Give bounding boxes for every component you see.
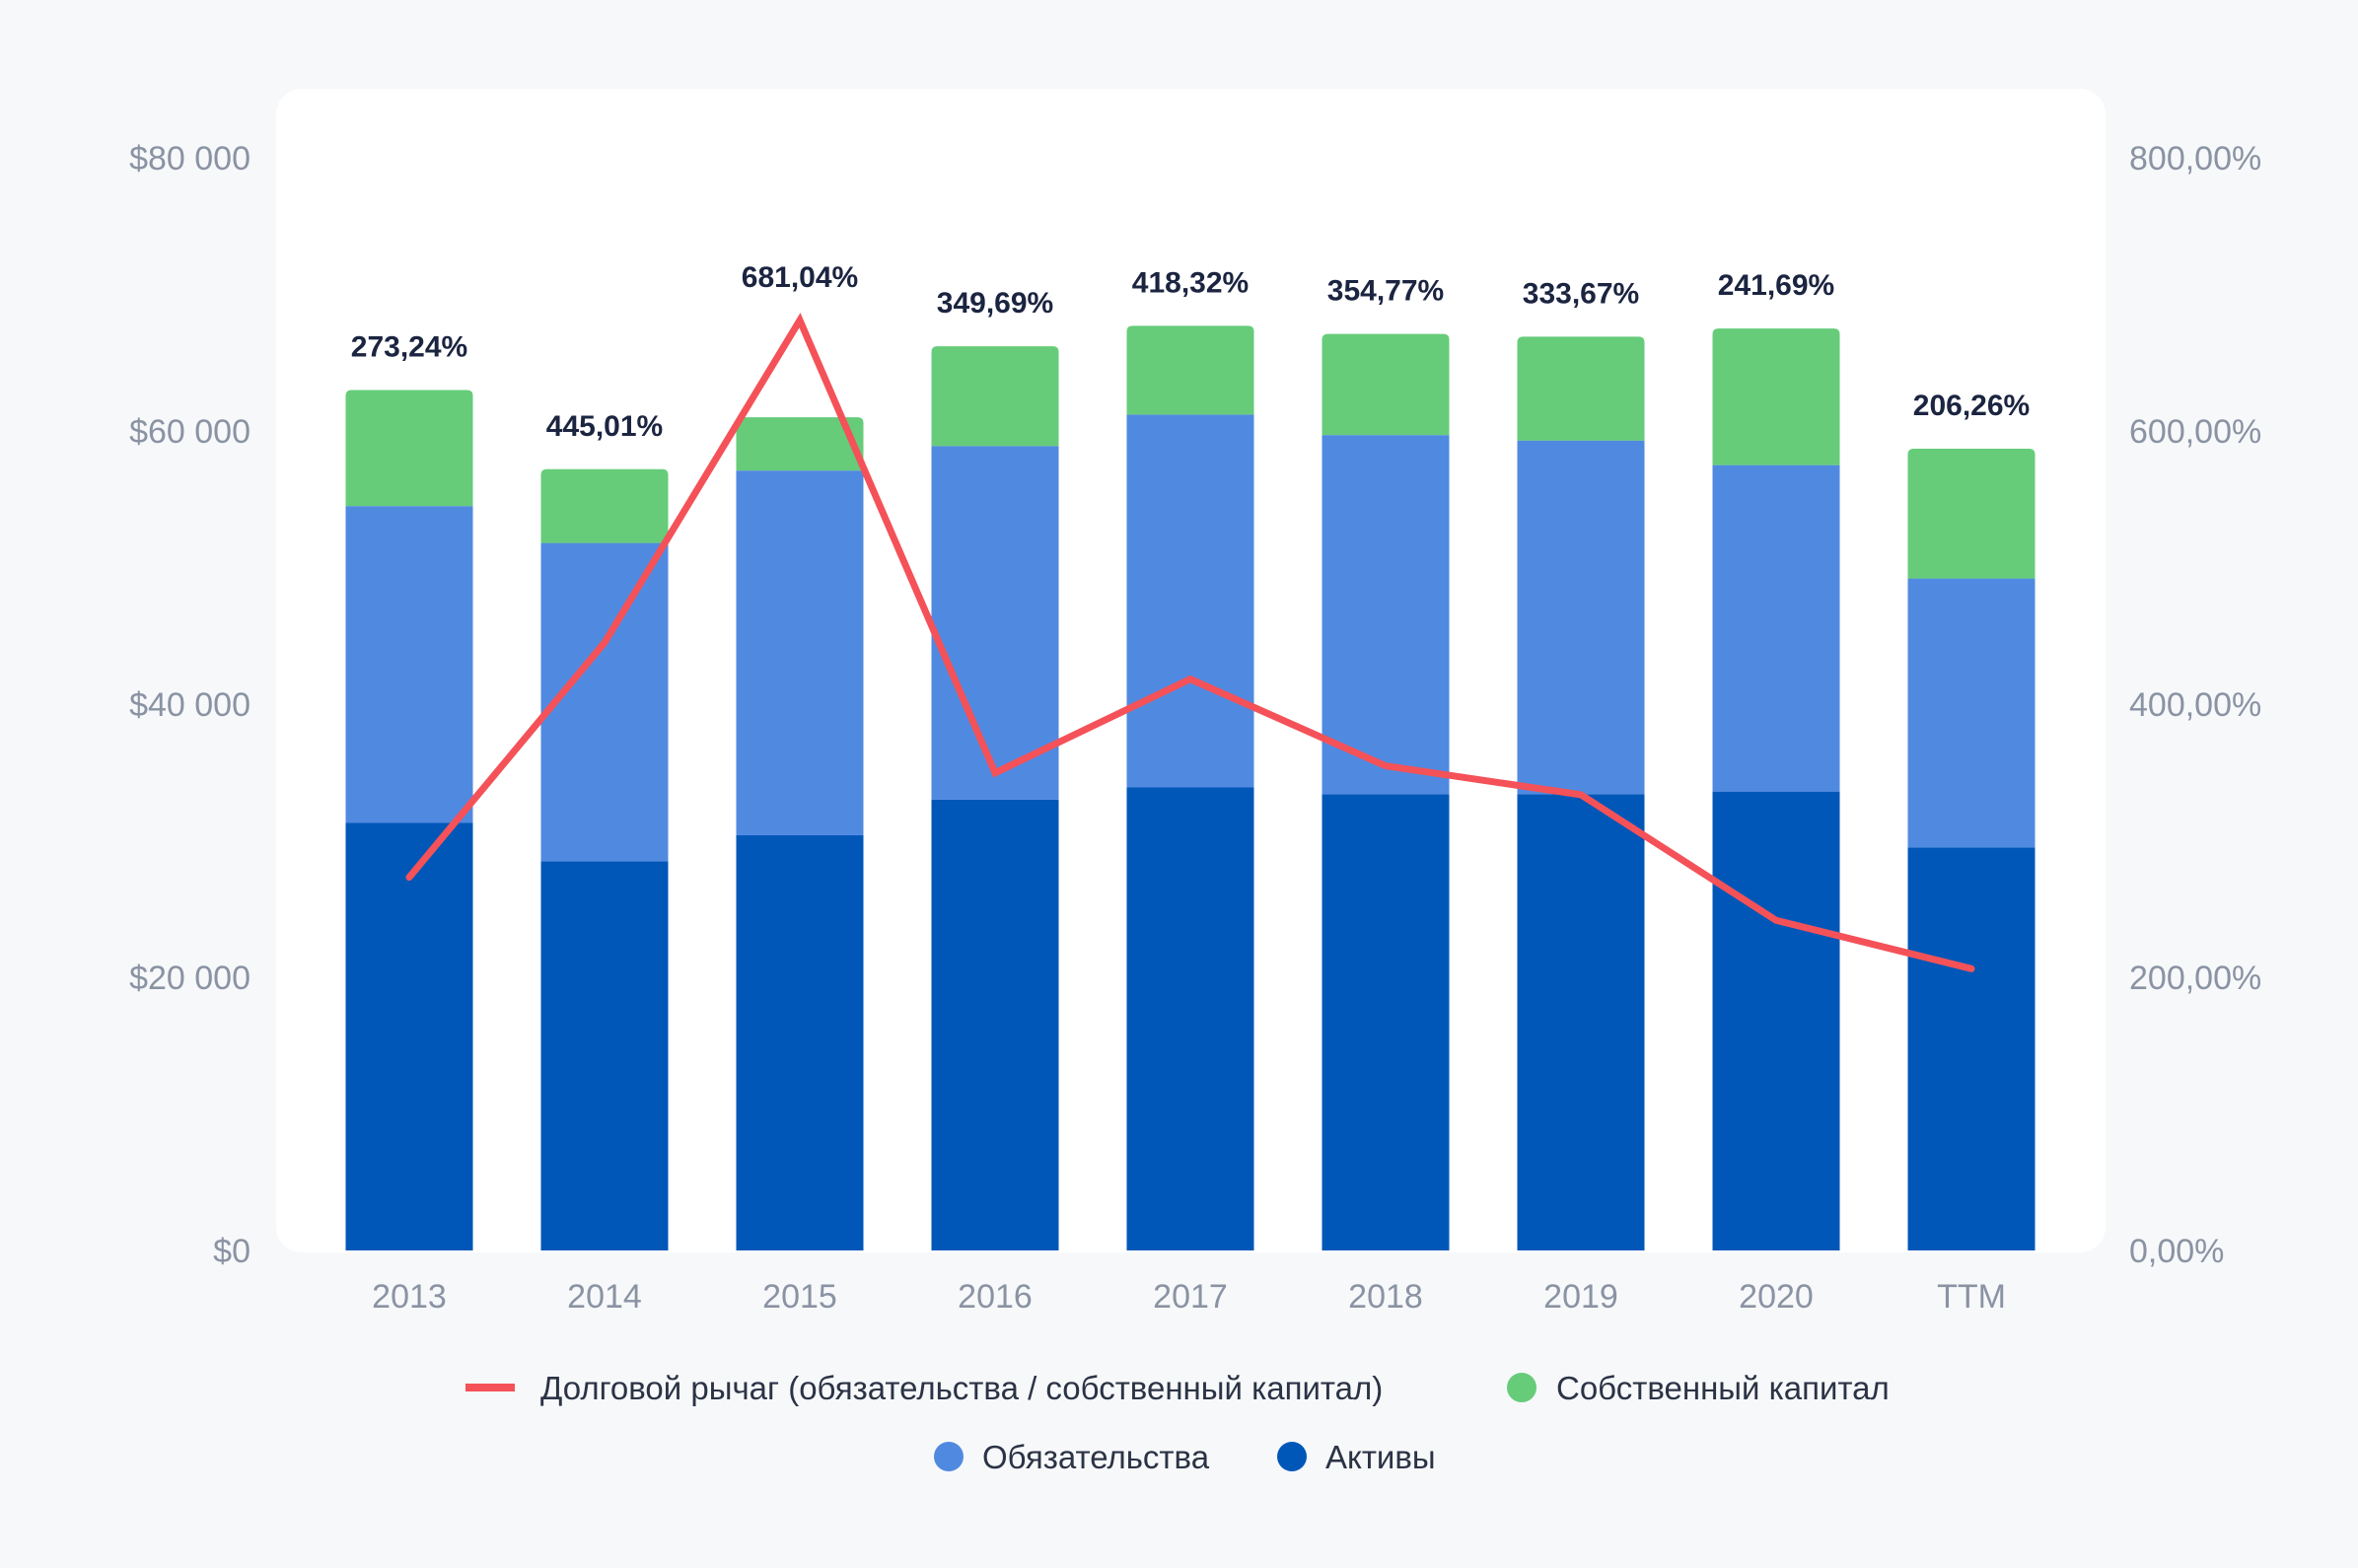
x-tick-label: 2016 — [958, 1278, 1033, 1316]
bar-liabilities — [1712, 464, 1840, 792]
leverage-data-label: 241,69% — [1718, 269, 1834, 302]
x-axis: 2013 2014 2015 2016 2017 2018 2019 2020 TTM — [372, 1278, 2006, 1316]
leverage-data-label: 445,01% — [546, 410, 663, 443]
legend-swatch-equity — [1507, 1373, 1536, 1402]
leverage-data-label: 206,26% — [1913, 390, 2030, 422]
bar-assets — [736, 834, 864, 1250]
bar-equity — [1712, 328, 1840, 465]
y-right-tick-label: 600,00% — [2129, 413, 2261, 451]
x-tick-label: 2017 — [1153, 1278, 1228, 1316]
bar-assets — [345, 822, 473, 1250]
y-right-tick-label: 400,00% — [2129, 686, 2261, 724]
bar-liabilities — [540, 542, 669, 862]
legend: Долговой рычаг (обязательства / собствен… — [465, 1370, 1890, 1475]
bar-equity — [345, 390, 473, 507]
right-axis: 0,00% 200,00% 400,00% 600,00% 800,00% — [2129, 140, 2261, 1270]
bar-equity — [540, 468, 669, 543]
legend-swatch-assets — [1277, 1442, 1307, 1471]
bar-equity — [1517, 336, 1645, 441]
bars-group — [345, 325, 2036, 1250]
bar-equity — [1907, 449, 2036, 579]
y-left-tick-label: $80 000 — [129, 140, 250, 178]
leverage-data-label: 418,32% — [1132, 266, 1249, 299]
bar-assets — [1517, 794, 1645, 1250]
leverage-data-label: 354,77% — [1327, 275, 1444, 308]
bar-liabilities — [1322, 435, 1450, 795]
y-left-tick-label: $40 000 — [129, 686, 250, 724]
leverage-data-label: 349,69% — [937, 287, 1053, 320]
y-left-tick-label: $0 — [213, 1233, 250, 1270]
x-tick-label: TTM — [1937, 1278, 2006, 1316]
legend-label-liabilities: Обязательства — [982, 1439, 1210, 1475]
y-left-tick-label: $60 000 — [129, 413, 250, 451]
y-right-tick-label: 200,00% — [2129, 960, 2261, 997]
bar-assets — [1322, 794, 1450, 1250]
x-tick-label: 2014 — [567, 1278, 642, 1316]
bar-equity — [1322, 333, 1450, 436]
bar-assets — [1126, 787, 1254, 1250]
y-right-tick-label: 800,00% — [2129, 140, 2261, 178]
legend-label-equity: Собственный капитал — [1556, 1370, 1890, 1406]
bar-liabilities — [736, 470, 864, 835]
legend-label-assets: Активы — [1325, 1439, 1436, 1475]
legend-swatch-liabilities — [934, 1442, 964, 1471]
bar-equity — [736, 417, 864, 471]
data-labels-group: 273,24% 445,01% 681,04% 349,69% 418,32% 354,7… — [351, 261, 2030, 443]
x-tick-label: 2019 — [1543, 1278, 1618, 1316]
bar-assets — [931, 799, 1059, 1250]
leverage-line-group — [405, 313, 1975, 972]
bar-liabilities — [1126, 414, 1254, 788]
bar-equity — [931, 346, 1059, 447]
leverage-data-label: 333,67% — [1523, 277, 1639, 310]
bar-assets — [1712, 791, 1840, 1250]
legend-label-leverage: Долговой рычаг (обязательства / собствен… — [540, 1370, 1383, 1406]
bar-liabilities — [931, 446, 1059, 800]
x-tick-label: 2015 — [762, 1278, 837, 1316]
bar-assets — [540, 861, 669, 1250]
left-axis: $0 $20 000 $40 000 $60 000 $80 000 — [129, 140, 250, 1270]
x-tick-label: 2020 — [1739, 1278, 1814, 1316]
bar-liabilities — [1907, 578, 2036, 848]
leverage-data-label: 273,24% — [351, 330, 467, 363]
y-right-tick-label: 0,00% — [2129, 1233, 2224, 1270]
x-tick-label: 2018 — [1348, 1278, 1423, 1316]
bar-assets — [1907, 847, 2036, 1250]
x-tick-label: 2013 — [372, 1278, 447, 1316]
leverage-data-label: 681,04% — [742, 261, 858, 294]
bar-liabilities — [1517, 440, 1645, 795]
bar-equity — [1126, 325, 1254, 415]
leverage-line — [405, 313, 1975, 972]
bar-liabilities — [345, 506, 473, 823]
y-left-tick-label: $20 000 — [129, 960, 250, 997]
